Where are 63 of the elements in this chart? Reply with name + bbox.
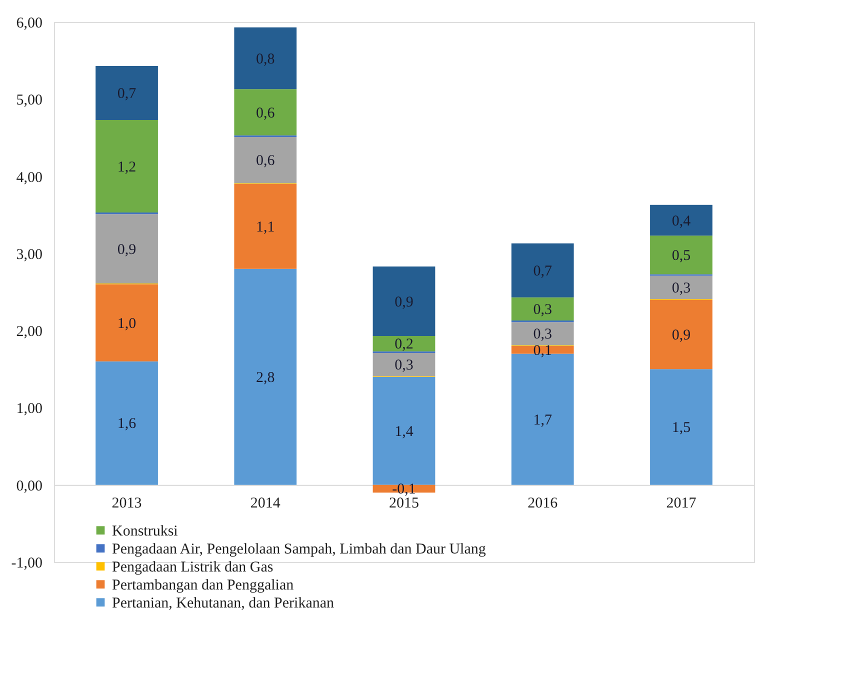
data-label: 0,6: [256, 105, 276, 122]
data-label: 0,9: [117, 242, 136, 258]
bar: [372, 266, 436, 336]
bar: [650, 276, 712, 299]
y-tick-label: 5,00: [16, 92, 42, 109]
bar: [650, 300, 712, 370]
bar: [650, 369, 712, 485]
data-label: 1,4: [394, 424, 414, 440]
data-label: 0,7: [117, 86, 137, 102]
data-label: 1,7: [533, 412, 552, 428]
bar: [372, 352, 436, 376]
x-tick-label: 2013: [112, 495, 142, 512]
bar: [96, 214, 158, 284]
y-tick-label: 0,00: [16, 478, 42, 494]
bar: [511, 322, 574, 346]
data-label: 1,5: [672, 420, 691, 436]
data-label: 1,6: [117, 416, 137, 432]
legend-label: Pengadaan Air, Pengelolaan Sampah, Limbah dan Daur Ulang: [112, 541, 486, 558]
legend-label: Pertanian, Kehutanan, dan Perikanan: [112, 595, 335, 612]
bar: [96, 284, 158, 362]
bar: [234, 27, 297, 90]
bar: [96, 66, 158, 120]
data-label: 0,3: [672, 280, 691, 296]
data-label: 1,0: [117, 316, 136, 332]
data-label: 0,9: [394, 294, 414, 310]
data-label: 0,7: [533, 263, 552, 280]
bar: [372, 336, 436, 352]
x-tick-label: 2016: [528, 495, 558, 512]
legend-label: Pertambangan dan Penggalian: [112, 577, 294, 594]
bar: [511, 297, 574, 321]
legend-label: Pengadaan Listrik dan Gas: [112, 559, 274, 576]
data-label: 1,1: [256, 219, 275, 236]
y-tick-label: 3,00: [16, 246, 42, 263]
bar: [511, 243, 574, 298]
bar: [234, 89, 297, 136]
bar: [650, 204, 712, 236]
bar: [234, 268, 297, 485]
data-label: 2,8: [256, 370, 275, 386]
data-label: 1,2: [117, 159, 136, 176]
bar: [234, 184, 297, 269]
data-label: 0,2: [394, 336, 414, 353]
x-tick-label: 2017: [666, 495, 697, 512]
data-label: 0,9: [672, 327, 691, 344]
data-label: 0,3: [533, 302, 552, 318]
bar: [96, 361, 158, 485]
x-tick-label: 2015: [389, 495, 419, 512]
y-tick-label: 4,00: [16, 170, 42, 186]
data-label: 0,3: [394, 358, 414, 374]
data-label: 0,8: [256, 51, 275, 68]
data-label: 0,5: [672, 248, 691, 264]
bar: [372, 376, 436, 485]
bar: [650, 236, 712, 274]
x-tick-label: 2014: [250, 495, 281, 512]
data-label: 0,3: [533, 326, 552, 343]
y-tick-label: 2,00: [16, 324, 42, 340]
y-tick-label: -1,00: [11, 556, 42, 572]
legend-label: Konstruksi: [112, 523, 178, 540]
y-tick-label: 1,00: [16, 401, 42, 418]
data-label: 0,4: [672, 213, 692, 230]
bar: [234, 136, 297, 184]
y-tick-label: 6,00: [16, 16, 42, 32]
bar: [96, 120, 158, 213]
data-label: 0,6: [256, 153, 276, 170]
